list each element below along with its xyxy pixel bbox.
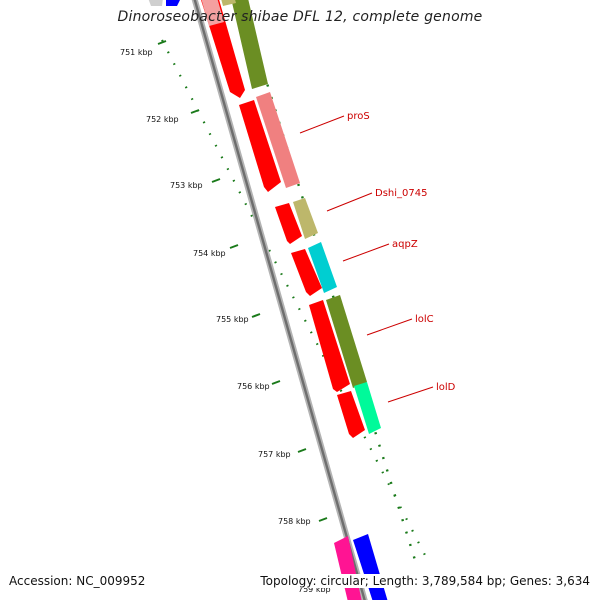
gene-dshi-0745 (293, 198, 318, 239)
cds-arrows (239, 100, 365, 438)
gene-label-pros: proS (347, 111, 370, 122)
gene-label-lold: lolD (436, 382, 456, 393)
gene-pros (256, 92, 300, 188)
tick-label-753: 753 kbp (170, 181, 203, 190)
gene-top-blue (166, 0, 180, 6)
gene-label-aqpz: aqpZ (392, 239, 418, 250)
tick-label-755: 755 kbp (216, 315, 249, 324)
top-features (148, 0, 268, 98)
cds-arrow-1 (239, 100, 281, 192)
tick-label-759: 759 kbp (298, 585, 331, 594)
map-title: Dinoroseobacter shibae DFL 12, complete … (117, 9, 483, 25)
gene-top-gray (148, 0, 163, 6)
gene-top-pink (201, 0, 224, 26)
gene-label-lolc: lolC (415, 314, 434, 325)
cds-arrow-5 (337, 391, 365, 438)
gene-top-olive (231, 0, 268, 89)
labeled-genes (256, 92, 381, 434)
tick-label-751: 751 kbp (120, 48, 153, 57)
gene-label-dshi-0745: Dshi_0745 (375, 188, 427, 199)
tick-label-758: 758 kbp (278, 517, 311, 526)
gene-lold (354, 382, 381, 434)
label-leaders (299, 115, 434, 403)
tick-label-752: 752 kbp (146, 115, 179, 124)
accession-text: Accession: NC_009952 (9, 574, 146, 588)
tick-labels: 751 kbp 752 kbp 753 kbp 754 kbp 755 kbp … (120, 48, 331, 594)
tick-label-756: 756 kbp (237, 382, 270, 391)
gene-lolc (326, 295, 367, 388)
cds-arrow-2 (275, 203, 302, 244)
tick-label-754: 754 kbp (193, 249, 226, 258)
gene-aqpz (308, 242, 337, 293)
cds-arrow-4 (309, 300, 350, 392)
tick-label-757: 757 kbp (258, 450, 291, 459)
gene-labels: proS Dshi_0745 aqpZ lolC lolD (347, 111, 456, 393)
genome-summary-text: Topology: circular; Length: 3,789,584 bp… (260, 574, 590, 588)
tick-ring-dotted (161, 39, 431, 566)
cds-arrow-3 (291, 249, 322, 296)
major-ticks (157, 40, 328, 522)
